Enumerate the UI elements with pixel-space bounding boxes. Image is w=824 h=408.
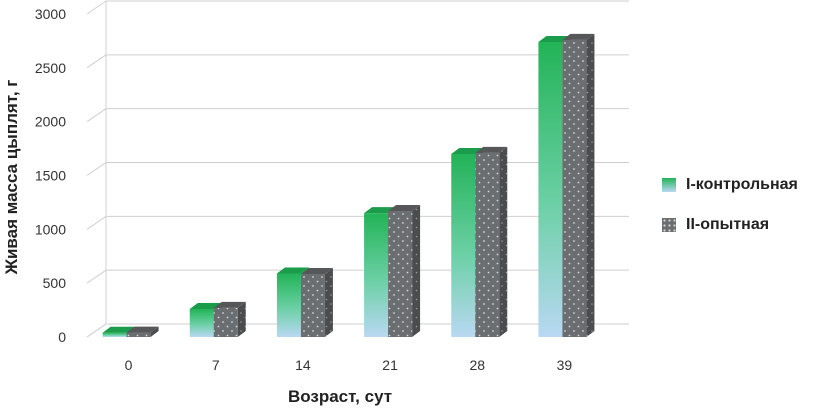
legend: I-контрольная II-опытная <box>662 172 798 252</box>
bar-top <box>562 33 595 40</box>
bar-experimental <box>213 301 246 337</box>
legend-label: II-опытная <box>686 216 770 233</box>
bar-front <box>189 309 214 337</box>
bar-side <box>237 301 246 337</box>
gridline <box>86 269 107 284</box>
bar-front <box>562 39 587 338</box>
gridline <box>86 0 107 15</box>
bar-top <box>189 303 222 310</box>
bar-experimental <box>562 33 595 338</box>
bars <box>102 33 595 338</box>
legend-swatch-dotted <box>662 218 676 232</box>
y-tick-label: 500 <box>43 275 67 291</box>
bar-experimental <box>388 205 421 337</box>
bar-top <box>300 268 333 275</box>
bar-front <box>451 153 476 337</box>
bar-side <box>150 326 159 337</box>
bar-top <box>388 205 421 212</box>
gridline <box>86 54 107 69</box>
bar-side <box>586 33 595 338</box>
bar-front <box>126 332 151 337</box>
gridline <box>86 323 107 338</box>
bar-top <box>213 301 246 308</box>
legend-item-control: I-контрольная <box>662 172 798 198</box>
y-tick-label: 1000 <box>35 221 66 237</box>
y-tick-label: 2000 <box>35 114 66 130</box>
gridline <box>86 108 107 123</box>
legend-swatch-green <box>662 178 676 192</box>
bar-front <box>300 274 325 337</box>
bar-experimental <box>126 326 159 337</box>
bar-top <box>276 267 309 274</box>
bar-side <box>324 268 333 337</box>
x-tick-label: 21 <box>382 357 398 373</box>
y-axis: 0 500 1000 1500 2000 2500 3000 <box>35 6 66 345</box>
x-axis-title: Возраст, сут <box>288 387 392 406</box>
bar-top <box>475 146 508 153</box>
bar-front <box>213 307 238 337</box>
x-tick-label: 7 <box>212 357 220 373</box>
legend-label: I-контрольная <box>686 176 798 193</box>
x-tick-label: 14 <box>295 357 311 373</box>
legend-item-experimental: II-опытная <box>662 212 798 238</box>
bar-top <box>102 326 135 333</box>
y-tick-label: 0 <box>58 329 66 345</box>
x-axis: 0 7 14 21 28 39 <box>125 357 573 373</box>
gridline <box>86 215 107 230</box>
x-tick-label: 0 <box>125 357 133 373</box>
x-tick-label: 28 <box>469 357 485 373</box>
y-axis-title: Живая масса цыплят, г <box>2 80 21 276</box>
bar-top <box>126 326 159 333</box>
y-tick-label: 3000 <box>35 6 66 22</box>
bar-experimental <box>475 146 508 337</box>
bar-side <box>412 205 421 337</box>
bar-front <box>364 213 389 337</box>
bar-front <box>475 152 500 337</box>
bar-top <box>451 147 484 154</box>
bar-front <box>538 41 563 337</box>
y-tick-label: 1500 <box>35 168 66 184</box>
bar-front <box>388 211 413 337</box>
y-tick-label: 2500 <box>35 60 66 76</box>
x-tick-label: 39 <box>557 357 573 373</box>
bar-front <box>276 273 301 337</box>
gridline <box>86 162 107 176</box>
bar-experimental <box>300 268 333 337</box>
bar-side <box>499 146 508 337</box>
bar-front <box>102 332 127 337</box>
